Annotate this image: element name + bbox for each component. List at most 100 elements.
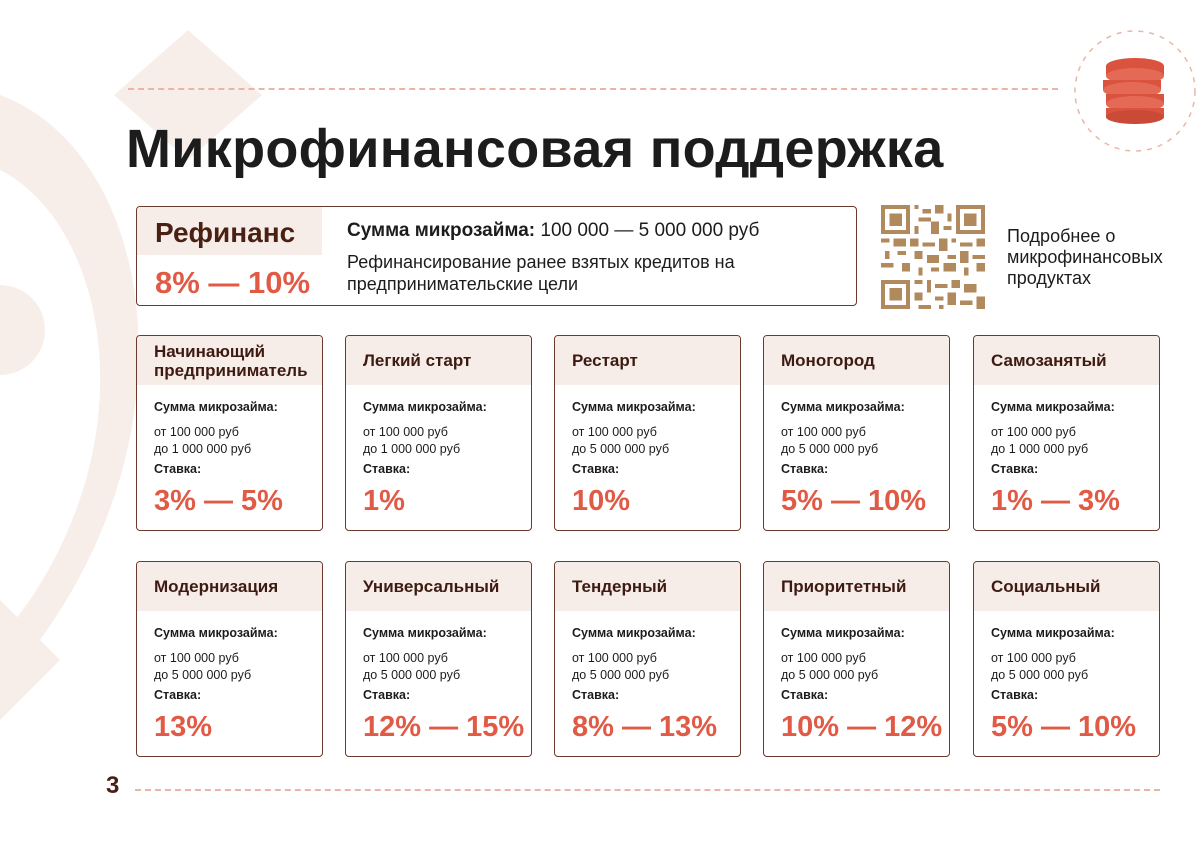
card-header: Начинающий предприниматель: [137, 336, 322, 385]
rate-label: Ставка:: [363, 462, 411, 476]
product-card[interactable]: Легкий старт Сумма микрозайма: от 100 000 …: [345, 335, 532, 531]
amount-label: Сумма микрозайма:: [363, 626, 487, 640]
product-rate: 8% — 13%: [572, 711, 718, 743]
amount-from: от 100 000 руб: [781, 651, 866, 665]
product-rate: 1% — 3%: [991, 485, 1120, 517]
amount-from: от 100 000 руб: [572, 651, 657, 665]
card-header: Моногород: [764, 336, 949, 385]
amount-label: Сумма микрозайма:: [154, 400, 278, 414]
card-header: Социальный: [974, 562, 1159, 611]
featured-description: Рефинансирование ранее взятых кредитов н…: [347, 252, 735, 294]
product-name: Тендерный: [572, 577, 668, 596]
product-card[interactable]: Приоритетный Сумма микрозайма: от 100 000 …: [763, 561, 950, 757]
amount-range: от 100 000 руб до 1 000 000 руб: [363, 424, 460, 458]
card-header: Рестарт: [555, 336, 740, 385]
featured-amount-label: Сумма микрозайма:: [347, 220, 536, 241]
product-name: Социальный: [991, 577, 1101, 596]
rate-label: Ставка:: [991, 688, 1039, 702]
amount-range: от 100 000 руб до 5 000 000 руб: [154, 650, 251, 684]
card-header: Приоритетный: [764, 562, 949, 611]
product-name: Модернизация: [154, 577, 279, 596]
featured-header: [137, 207, 322, 255]
amount-to: до 1 000 000 руб: [991, 442, 1089, 456]
amount-label: Сумма микрозайма:: [781, 626, 905, 640]
amount-to: до 5 000 000 руб: [154, 668, 252, 682]
product-rate: 3% — 5%: [154, 485, 283, 517]
product-card[interactable]: Модернизация Сумма микрозайма: от 100 000 …: [136, 561, 323, 757]
amount-range: от 100 000 руб до 5 000 000 руб: [363, 650, 460, 684]
bottom-divider: [135, 789, 1160, 791]
amount-from: от 100 000 руб: [991, 425, 1076, 439]
product-card[interactable]: Универсальный Сумма микрозайма: от 100 000…: [345, 561, 532, 757]
product-rate: 5% — 10%: [781, 485, 927, 517]
amount-to: до 5 000 000 руб: [572, 442, 670, 456]
product-name: Моногород: [781, 351, 875, 370]
rate-label: Ставка:: [572, 462, 620, 476]
featured-product-card[interactable]: Рефинанс 8% — 10% Сумма микрозайма: 100 …: [136, 206, 857, 306]
amount-from: от 100 000 руб: [363, 651, 448, 665]
product-rate: 13%: [154, 711, 213, 743]
amount-from: от 100 000 руб: [572, 425, 657, 439]
product-name: Легкий старт: [363, 351, 472, 370]
product-name: Начинающий предприниматель: [154, 342, 308, 380]
rate-label: Ставка:: [363, 688, 411, 702]
product-rate: 10% — 12%: [781, 711, 943, 743]
featured-name: Рефинанс: [155, 217, 296, 248]
amount-to: до 5 000 000 руб: [991, 668, 1089, 682]
product-card[interactable]: Самозанятый Сумма микрозайма: от 100 000 р…: [973, 335, 1160, 531]
featured-amount-value: 100 000 — 5 000 000 руб: [540, 220, 760, 241]
amount-range: от 100 000 руб до 5 000 000 руб: [781, 650, 878, 684]
featured-amount: Сумма микрозайма: 100 000 — 5 000 000 ру…: [347, 220, 759, 242]
amount-from: от 100 000 руб: [363, 425, 448, 439]
card-header: Самозанятый: [974, 336, 1159, 385]
amount-label: Сумма микрозайма:: [991, 400, 1115, 414]
product-card[interactable]: Рестарт Сумма микрозайма: от 100 000 руб до…: [554, 335, 741, 531]
product-name: Рестарт: [572, 351, 638, 370]
product-rate: 12% — 15%: [363, 711, 525, 743]
product-name: Самозанятый: [991, 351, 1107, 370]
rate-label: Ставка:: [154, 688, 202, 702]
rate-label: Ставка:: [781, 688, 829, 702]
product-card[interactable]: Социальный Сумма микрозайма: от 100 000 ру…: [973, 561, 1160, 757]
amount-from: от 100 000 руб: [154, 425, 239, 439]
amount-to: до 5 000 000 руб: [781, 442, 879, 456]
amount-to: до 5 000 000 руб: [781, 668, 879, 682]
rate-label: Ставка:: [154, 462, 202, 476]
card-header: Универсальный: [346, 562, 531, 611]
rate-label: Ставка:: [991, 462, 1039, 476]
product-rate: 10%: [572, 485, 631, 517]
background-decoration: [0, 30, 262, 720]
amount-range: от 100 000 руб до 1 000 000 руб: [991, 424, 1088, 458]
product-card[interactable]: Начинающий предприниматель Сумма микрозай…: [136, 335, 323, 531]
amount-range: от 100 000 руб до 5 000 000 руб: [572, 424, 669, 458]
amount-label: Сумма микрозайма:: [363, 400, 487, 414]
rate-label: Ставка:: [781, 462, 829, 476]
coin-stack-icon: [1074, 30, 1196, 152]
qr-caption: Подробнее о микрофинансовых продуктах: [1007, 226, 1163, 288]
product-name: Приоритетный: [781, 577, 907, 596]
product-card[interactable]: Тендерный Сумма микрозайма: от 100 000 руб…: [554, 561, 741, 757]
amount-range: от 100 000 руб до 1 000 000 руб: [154, 424, 251, 458]
card-header: Легкий старт: [346, 336, 531, 385]
amount-range: от 100 000 руб до 5 000 000 руб: [572, 650, 669, 684]
product-rate: 5% — 10%: [991, 711, 1137, 743]
amount-range: от 100 000 руб до 5 000 000 руб: [991, 650, 1088, 684]
amount-label: Сумма микрозайма:: [781, 400, 905, 414]
product-name: Универсальный: [363, 577, 500, 596]
product-rate: 1%: [363, 485, 405, 517]
card-header: Тендерный: [555, 562, 740, 611]
amount-label: Сумма микрозайма:: [991, 626, 1115, 640]
amount-to: до 5 000 000 руб: [572, 668, 670, 682]
amount-from: от 100 000 руб: [154, 651, 239, 665]
amount-label: Сумма микрозайма:: [572, 626, 696, 640]
featured-rate: 8% — 10%: [155, 265, 311, 300]
rate-label: Ставка:: [572, 688, 620, 702]
card-header: Модернизация: [137, 562, 322, 611]
amount-from: от 100 000 руб: [781, 425, 866, 439]
qr-code[interactable]: [880, 205, 986, 309]
amount-to: до 1 000 000 руб: [363, 442, 461, 456]
amount-to: до 1 000 000 руб: [154, 442, 252, 456]
top-divider: [128, 88, 1058, 90]
product-card[interactable]: Моногород Сумма микрозайма: от 100 000 руб…: [763, 335, 950, 531]
amount-label: Сумма микрозайма:: [154, 626, 278, 640]
